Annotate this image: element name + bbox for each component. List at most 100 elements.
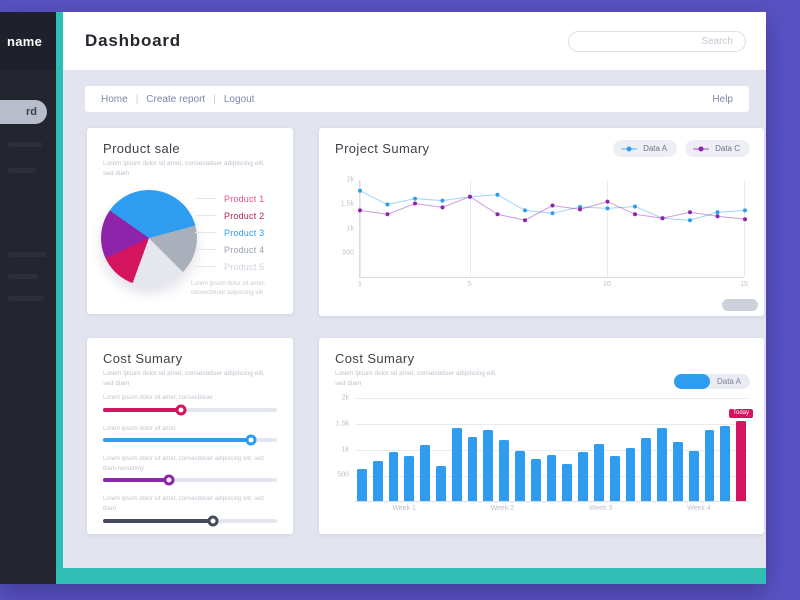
gridline: [469, 180, 471, 277]
blue-capsule-icon: [673, 374, 710, 389]
bar: [609, 455, 620, 501]
legend-dash: [195, 215, 217, 216]
pie-legend-item-5: Product 5: [195, 258, 281, 275]
sidebar-item[interactable]: [8, 168, 36, 173]
legend-data-a-label: Data A: [643, 144, 668, 153]
y-tick-label: 500: [342, 249, 354, 257]
project-summary-title: Project Sumary: [335, 141, 430, 156]
bars: Today: [357, 398, 754, 501]
bar-legend-label: Data A: [716, 377, 741, 386]
slider-label-4: Lorem ipsum dolor sit amet, consectetuer…: [103, 496, 264, 512]
slider-handle-2[interactable]: [245, 434, 257, 446]
slider-handle-3[interactable]: [163, 474, 175, 486]
week-label: Week 4: [687, 505, 711, 512]
today-badge: Today: [729, 408, 754, 418]
line-legend: Data A Data C: [613, 140, 750, 157]
nav-item-help[interactable]: Help: [712, 93, 733, 105]
product-sale-subtitle: Lorem ipsum dolor sit amet, consectetuer…: [103, 160, 265, 177]
y-tick-label: 1k: [341, 446, 349, 453]
username-label: name: [7, 33, 43, 49]
bar: [420, 445, 430, 501]
legend-data-a[interactable]: Data A: [613, 140, 678, 157]
cost-summary-sliders-card: Cost Sumary Lorem ipsum dolor sit amet, …: [87, 338, 293, 534]
legend-data-c[interactable]: Data C: [685, 140, 750, 157]
gridline: [744, 180, 745, 277]
search-input[interactable]: [568, 31, 746, 52]
nav-item-logout[interactable]: Logout: [223, 93, 255, 105]
bar-legend-data-a[interactable]: Data A: [673, 374, 750, 389]
sidebar-item-dashboard-label: rd: [26, 106, 37, 118]
sidebar-item[interactable]: [8, 252, 46, 257]
pie-legend-label: Product 4: [224, 244, 265, 255]
bar: [593, 444, 604, 501]
page-title: Dashboard: [85, 31, 181, 50]
bar: [372, 460, 383, 501]
y-tick-label: 2k: [341, 394, 349, 402]
x-tick-label: 5: [467, 281, 472, 288]
bar: [404, 455, 415, 501]
bar: [625, 448, 636, 501]
legend-dash: [195, 198, 217, 199]
bar: [514, 450, 525, 501]
line-chart: 1 5 10 15 2k 1.5k 1k 500: [341, 177, 748, 289]
legend-dash: [195, 266, 217, 267]
teal-bottom-strip: [63, 568, 766, 584]
nav-item-home[interactable]: Home: [101, 93, 128, 105]
legend-dash: [195, 232, 217, 233]
pie-legend-item-2: Product 2: [195, 207, 281, 224]
slider-handle-4[interactable]: [207, 515, 219, 527]
product-sale-title: Product sale: [103, 141, 181, 156]
week-label: Week 1: [392, 505, 416, 512]
slider-track-1[interactable]: [103, 404, 277, 416]
cost-bars-subtitle: Lorem ipsum dolor sit amet, consectetuer…: [335, 370, 497, 387]
dashboard-app: name rd Dashboard Home | Create report: [0, 12, 766, 584]
slider-fill: [103, 407, 182, 412]
gridline: [360, 180, 361, 277]
slider-track-2[interactable]: [103, 434, 277, 446]
pie-legend-label: Product 3: [224, 227, 265, 238]
bar: [483, 429, 494, 501]
cost-sliders-subtitle: Lorem ipsum dolor sit amet, consectetuer…: [103, 370, 265, 387]
pie-legend-label: Product 1: [224, 193, 265, 204]
bar-chart: Today Week 1 Week 2 Week 3 Week 4 2k 1.5k 1k 5…: [336, 395, 754, 512]
y-tick-label: 1k: [346, 225, 354, 232]
week-label: Week 2: [490, 505, 515, 512]
sidebar-header: name: [0, 12, 56, 70]
sidebar-item[interactable]: [8, 142, 42, 147]
top-bar: Dashboard: [63, 12, 766, 70]
pie-legend-item-3: Product 3: [195, 224, 281, 241]
legend-data-c-label: Data C: [715, 144, 740, 153]
nav-item-create-report[interactable]: Create report: [146, 93, 206, 105]
slider-track-3[interactable]: [103, 474, 277, 486]
bar: [435, 465, 446, 501]
slider-fill: [103, 478, 170, 483]
slider-label-2: Lorem ipsum dolor sit amet: [103, 425, 176, 432]
x-tick-label: 15: [740, 281, 748, 288]
sidebar-item[interactable]: [8, 296, 44, 301]
gridline: [606, 180, 608, 277]
pie-legend-label: Product 2: [224, 210, 265, 221]
project-summary-card: Project Sumary Data A Data C: [319, 128, 764, 316]
slider-track-4[interactable]: [103, 515, 277, 527]
bar: [499, 440, 509, 501]
bar: [546, 454, 557, 501]
bar: [688, 450, 699, 501]
sidebar-item-dashboard[interactable]: rd: [0, 100, 47, 124]
line-dot-icon: [693, 145, 710, 153]
product-sale-card: Product sale Lorem ipsum dolor sit amet,…: [87, 128, 293, 314]
y-tick-label: 2k: [346, 176, 354, 184]
pie-legend: Product 1 Product 2 Product 3 Product 4 Prod…: [195, 190, 281, 275]
bar: [720, 426, 731, 501]
chart-footer-tab[interactable]: [722, 299, 758, 311]
cost-sliders-title: Cost Sumary: [103, 351, 183, 366]
slider-handle-1[interactable]: [175, 404, 187, 416]
pie-legend-item-4: Product 4: [195, 241, 281, 258]
sidebar-item[interactable]: [8, 274, 38, 279]
bar: [451, 427, 462, 501]
bar: [530, 458, 541, 501]
bar: [467, 436, 478, 501]
y-tick-label: 500: [337, 471, 349, 479]
slider-label-3: Lorem ipsum dolor sit amet, consectetuer…: [103, 456, 264, 472]
pie-legend-label: Product 5: [224, 261, 265, 272]
